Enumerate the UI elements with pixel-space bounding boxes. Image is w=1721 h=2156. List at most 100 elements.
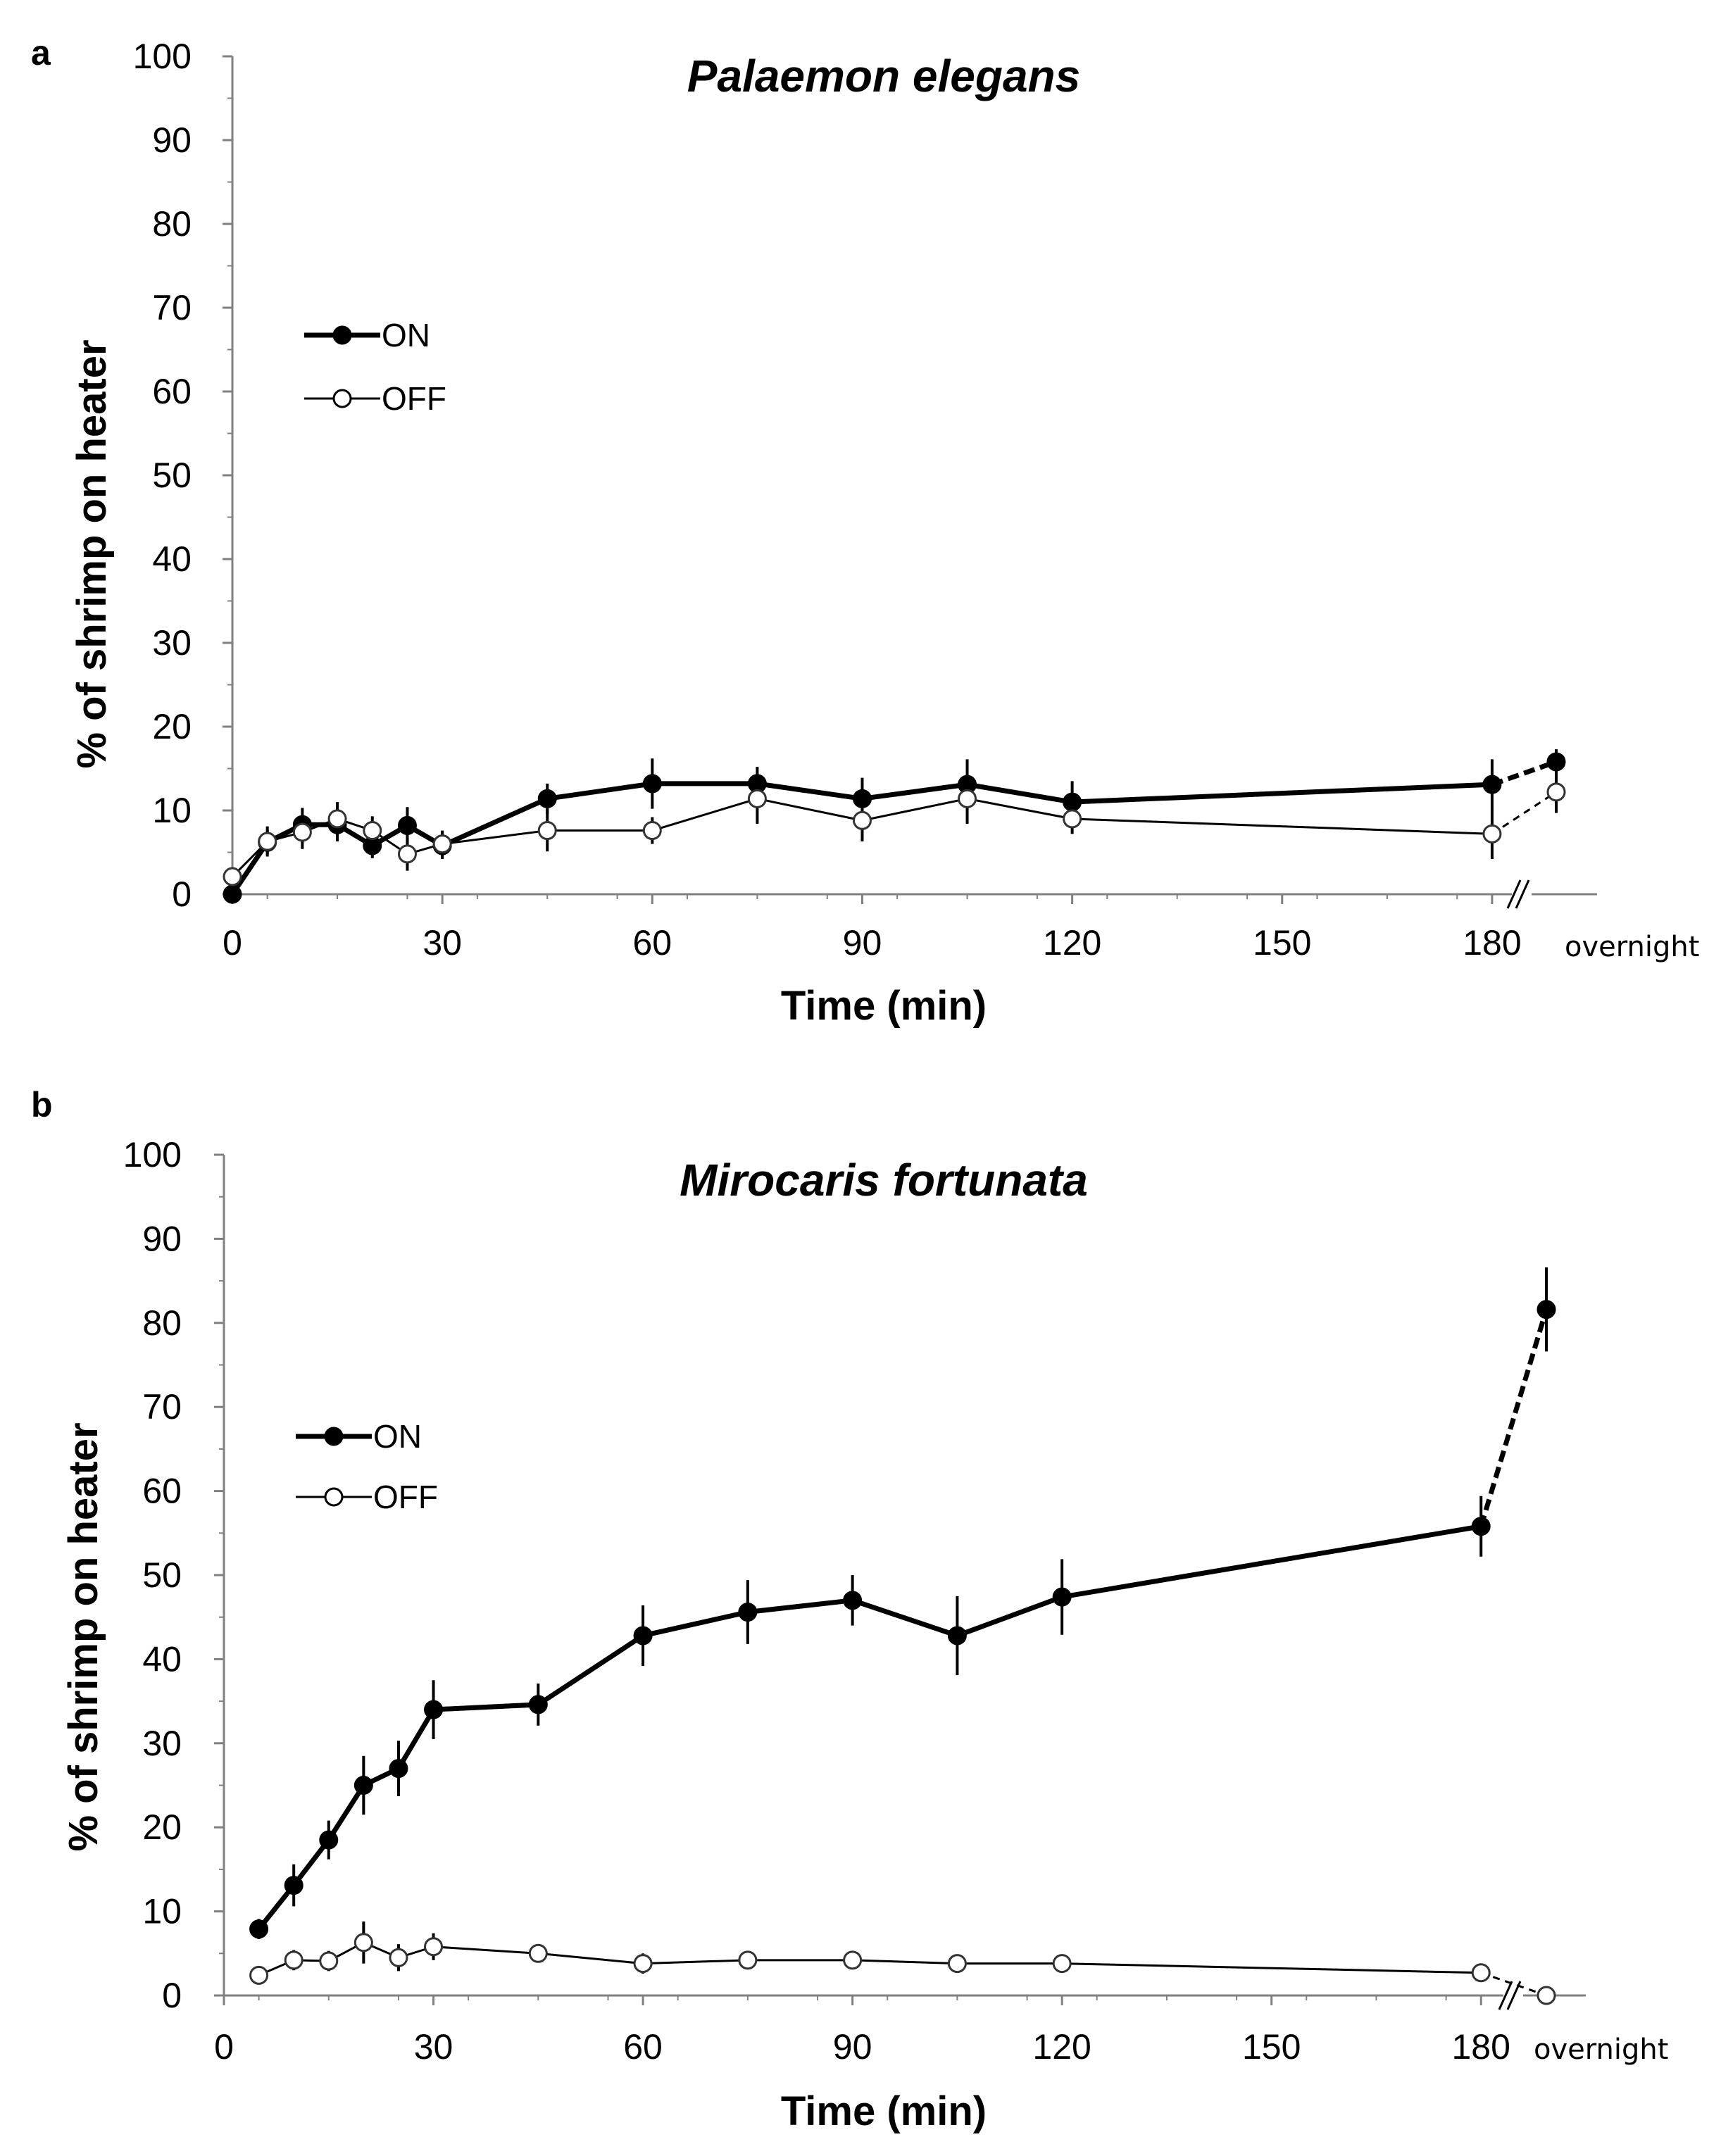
data-point-on-a — [537, 789, 557, 808]
overnight-point-off-a — [1546, 782, 1566, 802]
y-tick-label-b: 10 — [142, 1892, 182, 1931]
axis-break-mark-1-a — [1506, 879, 1522, 909]
data-point-off-b — [424, 1937, 444, 1957]
x-tick-label-a: 0 — [223, 923, 242, 963]
legend-a: ON OFF — [304, 317, 446, 417]
axes-b: 0 10 20 30 40 50 60 70 80 90 100 0 30 60 90 120 150 180 — [123, 1135, 1586, 2067]
y-tick-label-a: 10 — [152, 791, 192, 830]
y-tick-label-a: 80 — [152, 204, 192, 244]
y-tick-label-a: 20 — [152, 707, 192, 746]
data-point-off-b — [353, 1933, 373, 1953]
overnight-point-on-a — [1546, 752, 1566, 772]
data-point-on-b — [1471, 1517, 1491, 1536]
data-point-off-b — [633, 1954, 653, 1974]
x-tick-label-b: 120 — [1032, 2027, 1091, 2067]
data-point-on-a — [642, 774, 662, 794]
y-tick-label-a: 100 — [133, 37, 192, 76]
y-tick-label-b: 50 — [142, 1555, 182, 1595]
x-tick-label-b: 90 — [833, 2027, 872, 2067]
data-point-off-a — [958, 789, 977, 808]
series-on-b — [249, 1267, 1556, 1940]
panel-label-b: b — [31, 1085, 53, 1124]
series-on-a — [223, 749, 1566, 904]
panel-b: b Mirocaris fortunata Time (min) % of sh… — [31, 1085, 1668, 2134]
x-axis-label-b: Time (min) — [781, 2088, 987, 2134]
x-tick-label-a: 30 — [423, 923, 462, 963]
data-point-on-b — [947, 1626, 967, 1646]
data-point-off-a — [1063, 809, 1082, 829]
legend-on-marker-a — [332, 325, 352, 345]
data-point-off-a — [292, 822, 312, 842]
legend-on-label-b: ON — [373, 1418, 422, 1455]
x-tick-label-b: 60 — [623, 2027, 663, 2067]
data-point-on-b — [249, 1919, 269, 1939]
data-point-off-b — [249, 1965, 269, 1985]
x-tick-label-b: 180 — [1452, 2027, 1510, 2067]
panel-label-a: a — [31, 33, 51, 73]
legend-b: ON OFF — [296, 1418, 438, 1515]
data-point-on-a — [223, 884, 242, 904]
legend-on-label-a: ON — [382, 317, 430, 353]
data-point-off-a — [223, 867, 242, 886]
data-point-off-a — [537, 821, 557, 841]
legend-off-marker-b — [324, 1487, 344, 1507]
y-tick-label-b: 70 — [142, 1387, 182, 1427]
chart-title-a: Palaemon elegans — [687, 51, 1080, 101]
data-point-on-b — [528, 1695, 548, 1715]
y-tick-label-a: 50 — [152, 456, 192, 495]
legend-on-marker-b — [324, 1427, 344, 1446]
data-point-on-b — [353, 1776, 373, 1795]
legend-off-label-a: OFF — [382, 380, 446, 417]
x-tick-label-a: 150 — [1253, 923, 1311, 963]
series-off-b — [249, 1921, 1556, 2005]
data-point-off-b — [1471, 1963, 1491, 1983]
data-point-off-b — [284, 1950, 303, 1970]
data-point-off-b — [947, 1954, 967, 1974]
data-point-off-a — [258, 832, 277, 851]
data-point-on-b — [843, 1591, 863, 1610]
data-point-off-b — [389, 1948, 408, 1967]
axes-a: 0 10 20 30 40 50 60 70 80 90 100 0 30 60 90 120 150 180 — [133, 37, 1597, 963]
line-on-b — [256, 1524, 1482, 1931]
x-tick-label-a: 120 — [1043, 923, 1101, 963]
y-tick-label-b: 20 — [142, 1807, 182, 1847]
data-point-off-a — [397, 844, 417, 864]
y-tick-label-b: 30 — [142, 1724, 182, 1763]
data-point-on-b — [1052, 1587, 1072, 1607]
data-point-on-a — [397, 815, 417, 835]
y-tick-label-a: 60 — [152, 372, 192, 411]
data-point-off-a — [852, 810, 872, 830]
axis-break-mark-2-a — [1515, 879, 1530, 909]
data-point-on-b — [633, 1626, 653, 1646]
x-tick-label-a: 180 — [1463, 923, 1521, 963]
y-tick-label-b: 80 — [142, 1303, 182, 1343]
x-tick-label-b: 0 — [214, 2027, 234, 2067]
data-point-on-b — [738, 1603, 758, 1622]
overnight-label-a: overnight — [1565, 931, 1699, 963]
y-tick-label-a: 70 — [152, 288, 192, 327]
x-tick-label-a: 90 — [843, 923, 882, 963]
legend-off-marker-a — [332, 389, 352, 408]
x-tick-label-a: 60 — [632, 923, 672, 963]
y-tick-label-b: 0 — [162, 1976, 182, 2015]
overnight-connector-off-b — [1480, 1972, 1547, 1997]
data-point-off-b — [1052, 1954, 1072, 1974]
y-tick-label-b: 40 — [142, 1639, 182, 1679]
data-point-off-a — [1482, 824, 1502, 844]
panel-a: a Palaemon elegans Time (min) % of shrim… — [31, 33, 1699, 1029]
y-tick-label-a: 40 — [152, 539, 192, 579]
y-axis-label-a: % of shrimp on heater — [69, 339, 115, 768]
data-point-off-a — [642, 821, 662, 841]
data-point-off-b — [528, 1943, 548, 1963]
y-tick-label-b: 90 — [142, 1219, 182, 1258]
overnight-connector-on-b — [1478, 1308, 1549, 1527]
overnight-connector-on-a — [1491, 759, 1558, 787]
data-point-on-b — [319, 1830, 339, 1850]
data-point-off-a — [327, 809, 347, 829]
y-axis-label-b: % of shrimp on heater — [61, 1422, 106, 1851]
y-tick-label-b: 100 — [123, 1135, 182, 1174]
chart-title-b: Mirocaris fortunata — [680, 1155, 1088, 1205]
x-tick-label-b: 30 — [414, 2027, 453, 2067]
y-tick-label-b: 60 — [142, 1472, 182, 1511]
